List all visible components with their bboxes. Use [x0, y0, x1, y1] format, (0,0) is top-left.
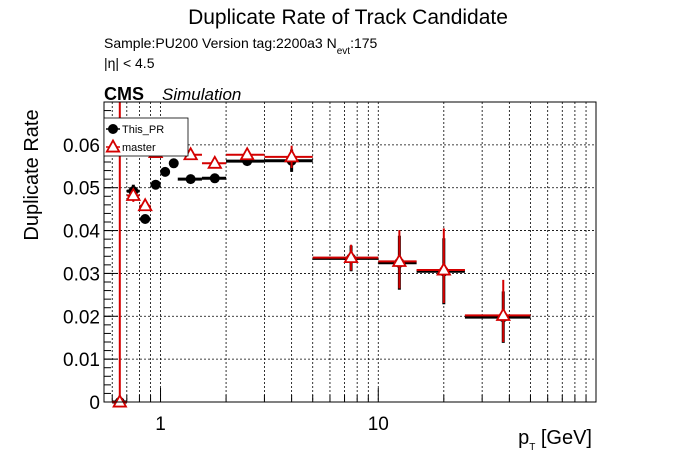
point-marker	[150, 179, 161, 190]
point-marker	[495, 307, 511, 321]
data-point	[226, 146, 265, 161]
x-axis-title-subscript: T	[529, 442, 535, 453]
data-point	[264, 145, 313, 168]
series-this-pr	[112, 149, 531, 407]
data-point	[201, 154, 227, 169]
y-tick-label: 0.01	[63, 350, 100, 371]
data-point	[464, 279, 531, 342]
y-tick-label: 0	[89, 393, 100, 414]
data-point	[201, 173, 227, 184]
data-series	[112, 102, 531, 408]
y-tick-labels: 0 0.01 0.02 0.03 0.04 0.05 0.06	[63, 136, 100, 414]
sample-info: Sample:PU200 Version tag:2200a3 Nevt:175	[104, 35, 378, 57]
y-axis-title: Duplicate Rate	[21, 109, 43, 240]
y-tick-label: 0.04	[63, 222, 100, 243]
x-tick-label: 1	[155, 414, 166, 435]
legend-entry: master	[105, 138, 156, 154]
point-marker	[185, 174, 196, 185]
point-marker	[137, 197, 153, 212]
point-marker	[283, 148, 300, 163]
point-marker	[112, 393, 128, 408]
point-marker	[239, 146, 255, 161]
simulation-label: Simulation	[162, 85, 241, 104]
x-tick-labels: 1 10	[155, 414, 389, 435]
data-point	[125, 187, 142, 202]
x-axis-title-unit: [GeV]	[535, 427, 592, 449]
eta-cut-label: |η| < 4.5	[104, 55, 155, 71]
cms-label: CMS	[104, 84, 144, 104]
sample-info-prefix: Sample:PU200 Version tag:2200a3 N	[104, 35, 337, 51]
point-marker	[209, 173, 220, 184]
data-point	[139, 214, 151, 224]
y-tick-label: 0.06	[63, 136, 100, 157]
chart-title: Duplicate Rate of Track Candidate	[188, 6, 508, 29]
point-marker	[168, 158, 179, 169]
legend-label: master	[122, 142, 156, 154]
data-point	[150, 179, 161, 190]
data-point	[168, 158, 179, 169]
x-tick-label: 10	[368, 414, 389, 435]
point-marker	[125, 187, 142, 201]
sample-info-subscript: evt	[337, 46, 351, 57]
legend-marker	[105, 138, 121, 153]
data-point	[312, 244, 379, 271]
y-tick-label: 0.05	[63, 179, 100, 200]
data-point	[177, 174, 202, 185]
point-marker	[436, 261, 452, 276]
point-marker	[391, 253, 408, 267]
y-tick-label: 0.02	[63, 307, 100, 328]
data-point	[160, 166, 171, 177]
legend-marker	[108, 124, 118, 134]
point-marker	[160, 166, 171, 177]
data-point	[416, 228, 465, 303]
legend-label: This_PR	[122, 124, 164, 136]
data-point	[378, 230, 417, 289]
legend-entry: This_PR	[106, 124, 164, 136]
plot-frame	[103, 101, 597, 403]
point-marker	[343, 249, 359, 264]
point-marker	[140, 214, 151, 224]
data-point	[137, 197, 153, 212]
x-axis-title: pT [GeV]	[518, 427, 592, 453]
y-tick-label: 0.03	[63, 264, 100, 285]
sample-info-suffix: :175	[350, 35, 377, 51]
point-marker	[207, 154, 223, 169]
x-axis-title-main: p	[518, 427, 529, 449]
